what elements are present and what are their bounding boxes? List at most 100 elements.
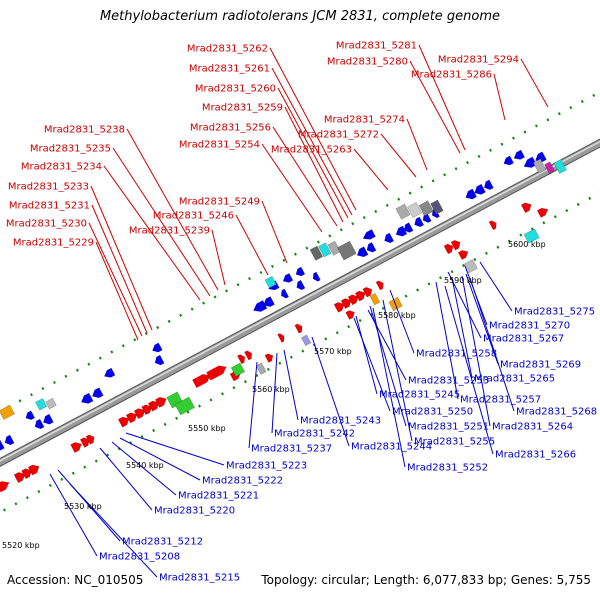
leader-line [469,277,515,412]
rna-feature [230,362,246,377]
gene-label: Mrad2831_5220 [154,506,235,517]
scale-label: 5560 kbp [252,385,290,394]
rna-feature [418,200,434,217]
rna-feature [523,228,540,244]
gene-label: Mrad2831_5231 [9,201,90,212]
reverse-gene-arrow [362,229,376,240]
gene-label: Mrad2831_5252 [407,463,488,474]
topology-summary: Topology: circular; Length: 6,077,833 bp… [261,573,591,587]
gene-label: Mrad2831_5286 [411,70,492,81]
forward-gene-arrow [133,408,146,420]
reverse-gene-arrow [484,179,494,191]
gene-label: Mrad2831_5242 [274,429,355,440]
gene-label: Mrad2831_5263 [271,145,352,156]
rna-feature [301,334,312,346]
reverse-gene-arrow [403,222,414,233]
forward-gene-arrow [0,481,10,493]
gene-label: Mrad2831_5237 [251,444,332,455]
scale-label: 5580 kbp [378,311,416,320]
forward-gene-arrow [147,400,160,412]
gene-label: Mrad2831_5255 [414,437,495,448]
leader-line [269,47,357,211]
gene-label: Mrad2831_5272 [298,130,379,141]
forward-gene-arrow [375,280,384,291]
scale-label: 5590 kbp [444,276,482,285]
reverse-gene-arrow [312,271,321,282]
forward-gene-arrow [277,333,285,343]
map-title: Methylobacterium radiotolerans JCM 2831,… [99,9,501,24]
rna-feature [463,259,478,274]
rna-feature [553,158,567,174]
leader-line [479,261,513,312]
reverse-gene-arrow [513,149,526,160]
leader-line [90,185,153,331]
reverse-gene-arrow [154,354,165,366]
gene-label: Mrad2831_5268 [516,407,597,418]
accession-text: Accession: NC_010505 [7,573,144,587]
leader-line [119,437,201,481]
reverse-gene-arrow [474,183,486,195]
reverse-gene-arrow [152,342,163,353]
genome-backbone-highlight [0,140,600,462]
reverse-gene-arrow [366,242,377,253]
inner-dotted-track [0,90,600,413]
gene-label: Mrad2831_5229 [13,238,94,249]
reverse-gene-arrow [280,288,290,299]
gene-label: Mrad2831_5250 [392,407,473,418]
reverse-gene-arrow [414,216,425,228]
leader-line [311,336,350,447]
rna-feature [327,240,341,256]
rna-feature [35,398,48,411]
leader-line [382,299,413,442]
leader-line [49,473,98,557]
gene-label: Mrad2831_5270 [489,321,570,332]
gene-label: Mrad2831_5223 [226,461,307,472]
reverse-gene-arrow [4,434,15,446]
forward-gene-arrow [294,323,303,334]
scale-label: 5550 kbp [188,424,226,433]
reverse-gene-arrow [295,266,306,277]
gene-label: Mrad2831_5281 [336,41,417,52]
forward-gene-arrow [354,290,366,302]
gene-label: Mrad2831_5221 [178,491,259,502]
reverse-gene-arrow [253,300,268,312]
reverse-gene-arrow [80,392,94,404]
forward-gene-arrow [13,472,26,484]
forward-gene-arrow [264,353,274,363]
gene-label: Mrad2831_5251 [408,422,489,433]
leader-line [372,307,406,468]
gene-label: Mrad2831_5253 [408,376,489,387]
leader-line [235,214,269,276]
leader-line [211,229,226,286]
rna-feature [45,397,57,410]
gene-label: Mrad2831_5280 [327,57,408,68]
gene-label: Mrad2831_5249 [179,197,260,208]
leader-line [465,273,499,365]
gene-label: Mrad2831_5294 [438,55,519,66]
leader-line [380,133,417,178]
rna-feature [0,404,15,420]
gene-label: Mrad2831_5260 [195,84,276,95]
leader-line [444,285,494,455]
gene-label: Mrad2831_5246 [153,211,234,222]
leader-line [91,204,148,334]
leader-line [493,73,506,121]
reverse-gene-arrow [384,232,395,244]
leader-line [99,447,153,511]
reverse-gene-arrow [465,188,478,200]
leader-line [272,126,338,227]
reverse-gene-arrow [296,279,306,291]
gene-label: Mrad2831_5265 [474,374,555,385]
leader-line [283,349,299,421]
leader-line [353,148,389,191]
forward-gene-arrow [244,350,253,361]
rna-feature [264,275,277,289]
leader-line [88,222,143,337]
leader-line [451,277,473,379]
leader-line [261,143,323,233]
gene-label: Mrad2831_5243 [300,416,381,427]
rna-feature [309,245,324,261]
forward-gene-arrow [85,434,95,445]
